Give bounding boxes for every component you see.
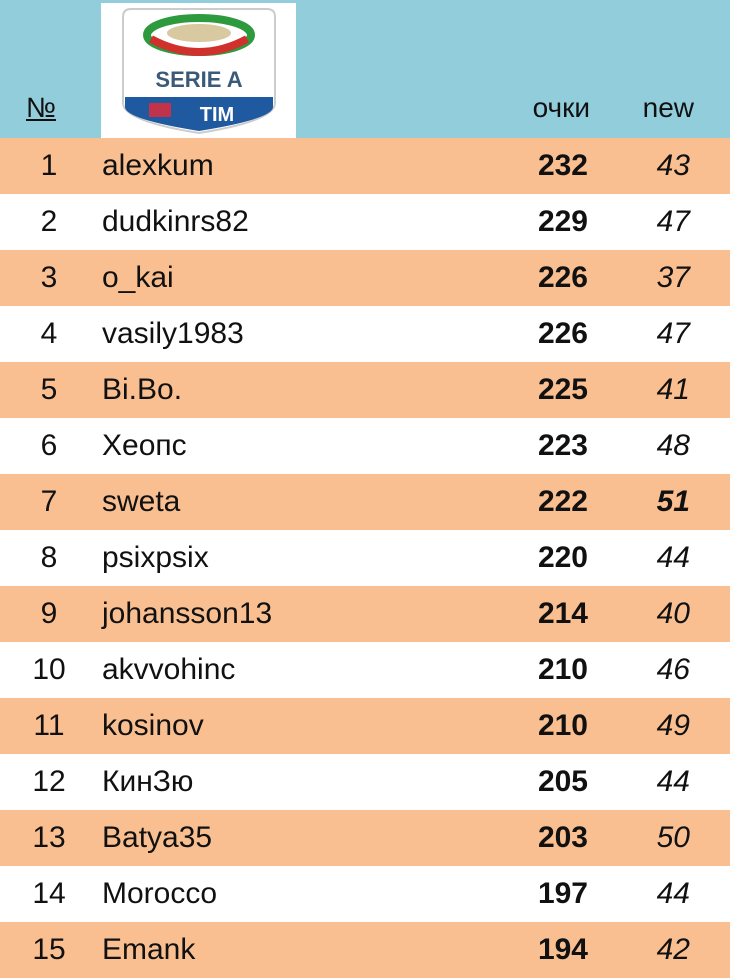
name-cell: akvvohinc — [102, 653, 236, 686]
new-cell: 49 — [656, 709, 690, 742]
position-cell: 13 — [32, 821, 66, 854]
position-cell: 12 — [32, 765, 66, 798]
new-cell: 42 — [656, 933, 690, 966]
new-cell: 44 — [656, 765, 690, 798]
new-cell: 44 — [656, 877, 690, 910]
position-cell: 4 — [40, 317, 58, 350]
points-cell: 194 — [537, 933, 588, 966]
table-row: 4 vasily1983 226 47 — [0, 306, 730, 362]
svg-text:SERIE A: SERIE A — [155, 67, 242, 92]
table-row: 12 КинЗю 205 44 — [0, 754, 730, 810]
table-row: 14 Morocco 197 44 — [0, 866, 730, 922]
points-cell: 220 — [537, 541, 588, 574]
name-cell: psixpsix — [102, 541, 209, 574]
position-cell: 2 — [40, 205, 58, 238]
svg-text:TIM: TIM — [200, 104, 234, 126]
position-cell: 6 — [40, 429, 58, 462]
table-row: 10 akvvohinc 210 46 — [0, 642, 730, 698]
new-cell: 37 — [656, 261, 690, 294]
name-cell: sweta — [102, 485, 181, 518]
position-cell: 9 — [40, 597, 58, 630]
position-cell: 5 — [40, 373, 58, 406]
serie-a-logo: SERIE A TIM — [101, 3, 296, 138]
header-new: new — [642, 92, 694, 123]
points-cell: 205 — [537, 765, 588, 798]
name-cell: johansson13 — [102, 597, 273, 630]
new-cell: 43 — [656, 149, 690, 182]
points-cell: 226 — [537, 261, 588, 294]
name-cell: КинЗю — [102, 765, 194, 798]
name-cell: alexkum — [102, 149, 214, 182]
standings-table: 1 alexkum 232 43 2 dudkinrs82 229 47 3 o_kai 226 37… — [0, 138, 730, 978]
table-row: 2 dudkinrs82 229 47 — [0, 194, 730, 250]
points-cell: 214 — [537, 597, 588, 630]
table-row: 13 Batya35 203 50 — [0, 810, 730, 866]
name-cell: Хеопс — [102, 429, 187, 462]
name-cell: Morocco — [102, 877, 218, 910]
points-cell: 210 — [537, 709, 588, 742]
name-cell: Bi.Bo. — [102, 373, 183, 406]
header-points: очки — [532, 92, 590, 123]
table-row: 3 o_kai 226 37 — [0, 250, 730, 306]
position-cell: 3 — [40, 261, 58, 294]
header-number: № — [26, 92, 57, 123]
points-cell: 197 — [537, 877, 588, 910]
position-cell: 8 — [40, 541, 58, 574]
name-cell: Batya35 — [102, 821, 213, 854]
name-cell: dudkinrs82 — [102, 205, 249, 238]
position-cell: 10 — [32, 653, 66, 686]
new-cell: 50 — [656, 821, 690, 854]
table-row: 1 alexkum 232 43 — [0, 138, 730, 194]
points-cell: 229 — [537, 205, 588, 238]
table-row: 15 Emank 194 42 — [0, 922, 730, 978]
points-cell: 225 — [537, 373, 588, 406]
new-cell: 41 — [656, 373, 690, 406]
new-cell: 40 — [656, 597, 690, 630]
points-cell: 203 — [537, 821, 588, 854]
points-cell: 210 — [537, 653, 588, 686]
new-cell: 47 — [656, 317, 690, 350]
new-cell: 48 — [656, 429, 690, 462]
table-header: № SERIE A TIM очки new — [0, 0, 730, 138]
position-cell: 11 — [33, 709, 65, 742]
new-cell: 47 — [656, 205, 690, 238]
position-cell: 1 — [40, 149, 58, 182]
position-cell: 7 — [40, 485, 58, 518]
name-cell: o_kai — [102, 261, 174, 294]
points-cell: 222 — [537, 485, 588, 518]
new-cell: 51 — [656, 485, 690, 518]
table-row: 9 johansson13 214 40 — [0, 586, 730, 642]
position-cell: 14 — [32, 877, 66, 910]
points-cell: 223 — [537, 429, 588, 462]
table-row: 7 sweta 222 51 — [0, 474, 730, 530]
points-cell: 232 — [537, 149, 588, 182]
table-row: 5 Bi.Bo. 225 41 — [0, 362, 730, 418]
points-cell: 226 — [537, 317, 588, 350]
name-cell: kosinov — [102, 709, 204, 742]
table-row: 11 kosinov 210 49 — [0, 698, 730, 754]
table-row: 8 psixpsix 220 44 — [0, 530, 730, 586]
position-cell: 15 — [32, 933, 66, 966]
name-cell: Emank — [102, 933, 196, 966]
name-cell: vasily1983 — [102, 317, 244, 350]
new-cell: 46 — [656, 653, 690, 686]
table-row: 6 Хеопс 223 48 — [0, 418, 730, 474]
new-cell: 44 — [656, 541, 690, 574]
